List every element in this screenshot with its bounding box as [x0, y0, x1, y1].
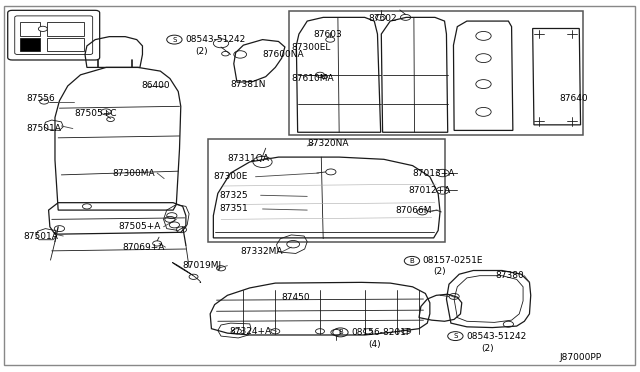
Text: S: S: [172, 36, 177, 43]
Text: 87602: 87602: [368, 14, 397, 23]
Text: 08157-0251E: 08157-0251E: [423, 256, 483, 265]
Text: 87012+A: 87012+A: [408, 186, 451, 195]
Text: (2): (2): [481, 344, 494, 353]
Text: 87324+A: 87324+A: [229, 327, 271, 336]
Text: 87610MA: 87610MA: [291, 74, 334, 83]
Text: S: S: [453, 333, 458, 339]
Bar: [289, 11, 583, 135]
Bar: [20, 22, 40, 36]
Text: (2): (2): [434, 267, 446, 276]
Text: 87351: 87351: [219, 205, 248, 214]
Text: 87450: 87450: [282, 294, 310, 302]
Text: 08543-51242: 08543-51242: [185, 35, 246, 44]
Text: 87325: 87325: [219, 191, 248, 200]
Text: 08156-8201F: 08156-8201F: [351, 328, 412, 337]
Text: 87320NA: 87320NA: [307, 139, 349, 148]
Text: 87013+A: 87013+A: [413, 169, 455, 177]
Text: 87019MJ: 87019MJ: [182, 261, 222, 270]
Text: 87505+A: 87505+A: [119, 222, 161, 231]
Text: 87501A: 87501A: [26, 124, 61, 133]
Text: 87311QA: 87311QA: [227, 154, 269, 163]
Text: 87640: 87640: [559, 94, 588, 103]
Text: B: B: [338, 329, 343, 336]
Text: 87300EL: 87300EL: [291, 42, 331, 51]
Text: 87556: 87556: [26, 94, 55, 103]
Text: 08543-51242: 08543-51242: [467, 331, 527, 341]
Text: 87332MA: 87332MA: [240, 247, 283, 256]
Bar: [47, 22, 84, 36]
Text: 87300E: 87300E: [213, 172, 248, 181]
Text: (2): (2): [195, 47, 208, 56]
Text: 87381N: 87381N: [230, 80, 266, 89]
Text: (4): (4): [368, 340, 381, 349]
Circle shape: [38, 26, 47, 32]
Bar: [47, 38, 84, 51]
Text: 87505+C: 87505+C: [74, 109, 116, 118]
FancyBboxPatch shape: [8, 10, 100, 60]
Text: 87380: 87380: [495, 271, 524, 280]
Text: 87501A: 87501A: [23, 231, 58, 241]
Bar: [20, 38, 40, 51]
Bar: [208, 139, 445, 242]
Text: 87300MA: 87300MA: [113, 169, 155, 177]
Text: J87000PP: J87000PP: [559, 353, 602, 362]
Text: 87066M: 87066M: [396, 206, 432, 215]
Text: B: B: [410, 258, 414, 264]
Text: 86400: 86400: [141, 81, 170, 90]
Text: 87600NA: 87600NA: [262, 50, 304, 59]
Text: 87069+A: 87069+A: [122, 243, 164, 251]
Text: 87603: 87603: [314, 29, 342, 39]
